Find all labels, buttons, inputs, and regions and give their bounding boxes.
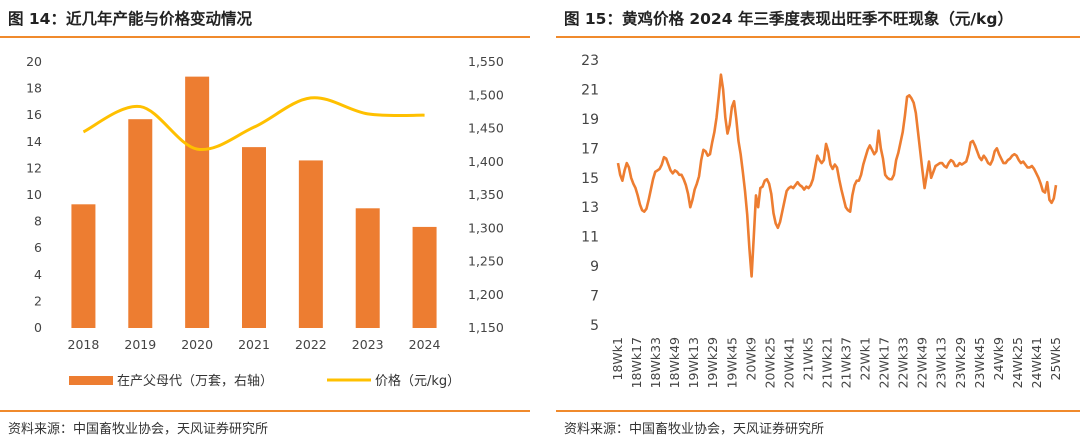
price-series-line xyxy=(616,73,1058,278)
y-left-tick-label: 16 xyxy=(26,107,42,122)
line-series xyxy=(82,96,425,152)
right-bottom-rule xyxy=(556,410,1080,412)
legend-label-line: 价格（元/kg） xyxy=(375,373,460,389)
x-tick-label: 18Wk17 xyxy=(629,337,644,388)
x-tick-label: 24Wk41 xyxy=(1029,337,1044,388)
y-tick-label: 11 xyxy=(581,230,599,246)
y-tick-label: 9 xyxy=(590,259,599,275)
right-y-axis: 1,150 1,200 1,250 1,300 1,350 1,400 1,450 1,500… xyxy=(468,54,504,335)
x-tick-label: 22Wk33 xyxy=(896,337,911,388)
x-tick-label: 2024 xyxy=(409,337,441,352)
x-tick-label: 24Wk9 xyxy=(991,337,1006,381)
y-right-tick-label: 1,350 xyxy=(468,187,504,202)
y-left-tick-label: 6 xyxy=(34,240,42,255)
y-left-tick-label: 8 xyxy=(34,214,42,229)
y-tick-label: 7 xyxy=(590,289,599,305)
x-tick-label: 23Wk13 xyxy=(934,337,949,388)
y-left-tick-label: 20 xyxy=(26,54,42,69)
y-tick-label: 23 xyxy=(581,53,599,69)
bar-2019 xyxy=(128,119,153,328)
y-left-tick-label: 18 xyxy=(26,81,42,96)
x-tick-label: 2019 xyxy=(124,337,156,352)
x-tick-label: 2020 xyxy=(181,337,213,352)
left-top-rule xyxy=(0,36,530,38)
y-right-tick-label: 1,400 xyxy=(468,154,504,169)
x-tick-label: 2021 xyxy=(238,337,270,352)
x-tick-label: 22Wk17 xyxy=(877,337,892,388)
right-chart: 5 7 9 11 13 15 17 19 21 23 18Wk1 18Wk17 18Wk33 18Wk4… xyxy=(581,53,1063,388)
bar-2022 xyxy=(298,160,323,328)
y-left-tick-label: 0 xyxy=(34,320,42,335)
y-axis: 5 7 9 11 13 15 17 19 21 23 xyxy=(581,53,599,334)
y-right-tick-label: 1,450 xyxy=(468,121,504,136)
y-tick-label: 15 xyxy=(581,171,599,187)
left-panel: 图 14：近几年产能与价格变动情况 0 2 4 6 8 10 12 14 16 18 20 1,15… xyxy=(0,0,530,443)
x-tick-label: 18Wk33 xyxy=(648,337,663,388)
y-right-tick-label: 1,200 xyxy=(468,287,504,302)
x-tick-label: 21Wk5 xyxy=(800,337,815,380)
right-source: 资料来源：中国畜牧业协会，天风证券研究所 xyxy=(564,422,825,437)
legend-label-bar: 在产父母代（万套，右轴） xyxy=(117,373,273,389)
left-source: 资料来源：中国畜牧业协会，天风证券研究所 xyxy=(8,422,269,437)
x-tick-label: 25Wk5 xyxy=(1048,337,1063,380)
y-left-tick-label: 12 xyxy=(26,160,42,175)
x-tick-label: 21Wk37 xyxy=(839,337,854,388)
y-left-tick-label: 2 xyxy=(34,293,42,308)
x-tick-label: 20Wk9 xyxy=(743,337,758,381)
y-right-tick-label: 1,550 xyxy=(468,54,504,69)
y-right-tick-label: 1,300 xyxy=(468,220,504,235)
x-tick-label: 21Wk21 xyxy=(819,337,834,388)
x-tick-label: 18Wk49 xyxy=(667,337,682,388)
x-tick-label: 2018 xyxy=(68,337,100,352)
right-chart-title: 图 15：黄鸡价格 2024 年三季度表现出旺季不旺现象（元/kg） xyxy=(564,10,1013,28)
x-tick-label: 23Wk29 xyxy=(953,337,968,388)
x-tick-label: 24Wk25 xyxy=(1010,337,1025,388)
y-right-tick-label: 1,150 xyxy=(468,320,504,335)
price-line xyxy=(82,96,425,152)
right-panel: 图 15：黄鸡价格 2024 年三季度表现出旺季不旺现象（元/kg） 5 7 9 11… xyxy=(556,0,1080,443)
x-tick-label: 19Wk13 xyxy=(686,337,701,388)
x-tick-label: 2022 xyxy=(295,337,327,352)
y-right-tick-label: 1,250 xyxy=(468,254,504,269)
bar-2021 xyxy=(242,147,266,328)
x-tick-label: 2023 xyxy=(352,337,384,352)
y-tick-label: 21 xyxy=(581,82,599,98)
y-tick-label: 17 xyxy=(581,141,599,157)
left-bottom-rule xyxy=(0,410,530,412)
x-tick-label: 19Wk29 xyxy=(705,337,720,388)
x-tick-label: 20Wk41 xyxy=(781,337,796,388)
left-y-axis: 0 2 4 6 8 10 12 14 16 18 20 xyxy=(26,54,42,335)
right-top-rule xyxy=(556,36,1080,38)
y-tick-label: 5 xyxy=(590,318,599,334)
x-tick-label: 23Wk45 xyxy=(972,337,987,388)
legend: 在产父母代（万套，右轴） 价格（元/kg） xyxy=(69,373,460,389)
y-tick-label: 13 xyxy=(581,200,599,216)
x-tick-label: 19Wk45 xyxy=(724,337,739,388)
x-axis: 2018 2019 2020 2021 2022 2023 2024 xyxy=(68,337,441,352)
x-axis: 18Wk1 18Wk17 18Wk33 18Wk49 19Wk13 19Wk29 19Wk4… xyxy=(610,337,1063,388)
x-tick-label: 20Wk25 xyxy=(762,337,777,388)
y-right-tick-label: 1,500 xyxy=(468,87,504,102)
bar-2020 xyxy=(185,76,210,328)
x-tick-label: 22Wk1 xyxy=(858,337,873,380)
x-tick-label: 22Wk49 xyxy=(915,337,930,388)
y-left-tick-label: 14 xyxy=(26,134,42,149)
left-chart-title: 图 14：近几年产能与价格变动情况 xyxy=(8,10,252,28)
legend-swatch-bar xyxy=(69,376,113,385)
y-tick-label: 19 xyxy=(581,112,599,128)
bar-2023 xyxy=(355,208,380,328)
bar-series xyxy=(71,76,437,328)
y-left-tick-label: 4 xyxy=(34,267,42,282)
bar-2024 xyxy=(412,226,437,328)
x-tick-label: 18Wk1 xyxy=(610,337,625,380)
y-left-tick-label: 10 xyxy=(26,187,42,202)
bar-2018 xyxy=(71,204,96,328)
price-line xyxy=(616,73,1058,278)
